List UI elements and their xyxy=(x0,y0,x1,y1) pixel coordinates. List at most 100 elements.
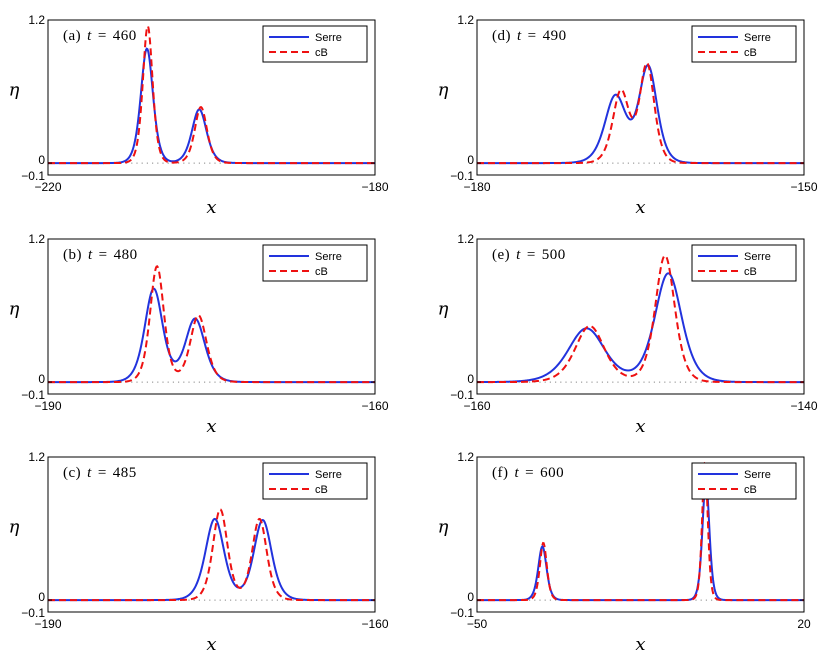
panel-e: −0.1 0 1.2 −160 −140 x η (e) t = 500 Serre cB xyxy=(438,232,818,437)
y-axis-label: η xyxy=(438,80,449,101)
legend-label-serre: Serre xyxy=(315,32,342,44)
panel-f: −0.1 0 1.2 −50 20 x η (f) t = 600 Serre cB xyxy=(438,450,811,653)
panel-b: −0.1 0 1.2 −190 −160 x η (b) t = 480 Serre cB xyxy=(9,232,389,437)
y-tick-label: 0 xyxy=(38,590,45,604)
y-tick-label: 0 xyxy=(38,372,45,386)
plot-area xyxy=(477,254,804,384)
axes-frame xyxy=(47,19,376,176)
legend-box xyxy=(691,25,797,63)
y-tick-label: 1.2 xyxy=(28,450,45,464)
legend-box xyxy=(262,244,368,282)
legend-box xyxy=(691,462,797,500)
panel-title-equals: = xyxy=(99,247,108,263)
panel-title-variable: t xyxy=(515,465,520,481)
axes-frame xyxy=(476,19,805,176)
legend-label-cb: cB xyxy=(315,266,328,278)
y-tick-label: −0.1 xyxy=(21,169,45,183)
y-tick-label: 0 xyxy=(467,153,474,167)
axes-frame xyxy=(47,238,376,395)
series-serre-line xyxy=(48,287,375,384)
x-axis-label: x xyxy=(635,416,645,437)
y-tick-label: 0 xyxy=(38,153,45,167)
y-tick-label: −0.1 xyxy=(450,169,474,183)
x-tick-label: −180 xyxy=(463,180,490,194)
series-cb-line xyxy=(48,25,375,165)
legend: Serre cB xyxy=(691,244,797,282)
x-tick-label: −220 xyxy=(34,180,61,194)
x-tick-label: −190 xyxy=(34,617,61,631)
y-tick-label: 0 xyxy=(467,372,474,386)
panel-title-variable: t xyxy=(88,247,93,263)
legend-label-cb: cB xyxy=(744,484,757,496)
panel-title: (f) t = 600 xyxy=(492,465,564,481)
y-axis-label: η xyxy=(438,299,449,320)
x-tick-label: −180 xyxy=(361,180,388,194)
legend: Serre cB xyxy=(262,244,368,282)
y-tick-label: 1.2 xyxy=(457,232,474,246)
legend-box xyxy=(262,462,368,500)
panel-a: −0.1 0 1.2 −220 −180 x η (a) t = 460 Serre cB xyxy=(9,13,389,218)
legend-label-serre: Serre xyxy=(315,469,342,481)
x-tick-label: −190 xyxy=(34,399,61,413)
legend: Serre cB xyxy=(262,25,368,63)
legend-box xyxy=(691,244,797,282)
legend-label-serre: Serre xyxy=(315,251,342,263)
panel-title-value: 500 xyxy=(542,247,566,263)
panel-title-value: 480 xyxy=(114,247,138,263)
series-cb-line xyxy=(477,61,804,165)
panel-title-prefix: (d) xyxy=(492,28,511,44)
series-cb-line xyxy=(477,254,804,384)
panel-title-variable: t xyxy=(87,28,92,44)
legend: Serre cB xyxy=(691,25,797,63)
panel-title-variable: t xyxy=(517,28,522,44)
axes-frame xyxy=(476,456,805,613)
axes-frame xyxy=(47,456,376,613)
panel-title-variable: t xyxy=(87,465,92,481)
legend: Serre cB xyxy=(262,462,368,500)
x-axis-label: x xyxy=(635,197,645,218)
y-axis-label: η xyxy=(9,299,20,320)
series-cb-line xyxy=(48,508,375,602)
x-tick-label: −160 xyxy=(361,399,388,413)
legend-label-serre: Serre xyxy=(744,469,771,481)
y-tick-label: −0.1 xyxy=(21,388,45,402)
panel-title: (e) t = 500 xyxy=(492,247,566,263)
y-tick-label: −0.1 xyxy=(450,388,474,402)
x-tick-label: −50 xyxy=(467,617,488,631)
panel-title-value: 460 xyxy=(113,28,137,44)
plot-area xyxy=(48,508,375,602)
x-axis-label: x xyxy=(635,634,645,653)
panel-title-equals: = xyxy=(528,28,537,44)
panel-title-variable: t xyxy=(516,247,521,263)
series-serre-line xyxy=(48,47,375,165)
plot-area xyxy=(48,265,375,384)
panel-d: −0.1 0 1.2 −180 −150 x η (d) t = 490 Serre cB xyxy=(438,13,818,218)
legend-label-cb: cB xyxy=(744,47,757,59)
panel-title: (d) t = 490 xyxy=(492,28,567,44)
legend-label-cb: cB xyxy=(744,266,757,278)
x-tick-label: −160 xyxy=(361,617,388,631)
panel-title: (a) t = 460 xyxy=(63,28,137,44)
panel-title-prefix: (a) xyxy=(63,28,81,44)
panel-title-equals: = xyxy=(527,247,536,263)
y-axis-label: η xyxy=(9,80,20,101)
y-axis-label: η xyxy=(9,517,20,538)
axes-frame xyxy=(476,238,805,395)
x-tick-label: −150 xyxy=(790,180,817,194)
y-tick-label: −0.1 xyxy=(450,606,474,620)
x-axis-label: x xyxy=(206,416,216,437)
legend: Serre cB xyxy=(691,462,797,500)
plot-area xyxy=(477,460,804,602)
panel-title-prefix: (f) xyxy=(492,465,509,481)
x-tick-label: 20 xyxy=(797,617,811,631)
y-axis-label: η xyxy=(438,517,449,538)
legend-label-serre: Serre xyxy=(744,32,771,44)
panel-title-value: 600 xyxy=(540,465,564,481)
panel-title-prefix: (b) xyxy=(63,247,82,263)
y-tick-label: 1.2 xyxy=(28,232,45,246)
y-tick-label: −0.1 xyxy=(21,606,45,620)
series-serre-line xyxy=(477,64,804,165)
panel-title: (c) t = 485 xyxy=(63,465,137,481)
panel-title-prefix: (c) xyxy=(63,465,81,481)
